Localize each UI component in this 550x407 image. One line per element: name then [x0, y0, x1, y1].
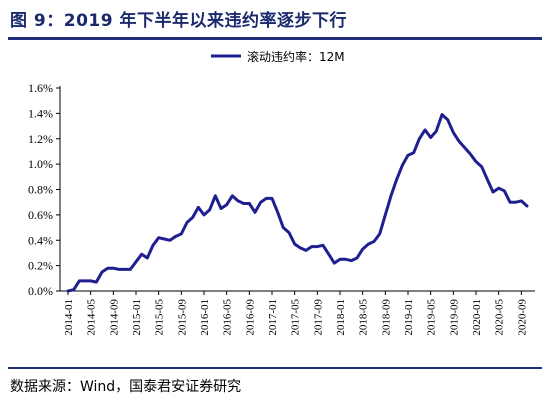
- y-tick-label: 1.0%: [28, 157, 53, 171]
- x-tick-label: 2014-05: [86, 299, 98, 336]
- x-tick-label: 2019-05: [426, 299, 438, 336]
- x-tick-label: 2020-01: [471, 299, 483, 336]
- x-tick-label: 2014-01: [63, 299, 75, 336]
- series-line-rolling-default-rate: [66, 113, 529, 293]
- x-tick-label: 2016-09: [244, 299, 256, 336]
- y-tick-label: 0.8%: [28, 183, 53, 197]
- x-tick-label: 2020-05: [494, 299, 506, 336]
- title-rule: [8, 37, 542, 40]
- x-tick-label: 2018-01: [335, 299, 347, 336]
- x-tick-label: 2014-09: [108, 299, 120, 336]
- y-tick-label: 1.6%: [28, 81, 53, 95]
- y-tick-label: 0.0%: [28, 284, 53, 298]
- x-tick-label: 2019-01: [403, 299, 415, 336]
- source-rule: [8, 367, 542, 369]
- x-tick-label: 2018-05: [358, 299, 370, 336]
- y-tick-label: 1.4%: [28, 106, 53, 120]
- x-tick-label: 2016-05: [222, 299, 234, 336]
- plot-area: [66, 113, 529, 293]
- y-tick-label: 0.2%: [28, 259, 53, 273]
- x-tick-label: 2017-05: [290, 299, 302, 336]
- y-tick-label: 1.2%: [28, 132, 53, 146]
- x-tick-label: 2015-05: [154, 299, 166, 336]
- x-axis: 2014-01 2014-05 2014-09 2015-01 2015-05 2015-…: [60, 290, 535, 336]
- x-tick-label: 2018-09: [380, 299, 392, 336]
- x-tick-label: 2017-09: [312, 299, 324, 336]
- y-tick-label: 0.6%: [28, 208, 53, 222]
- y-tick-label: 0.4%: [28, 233, 53, 247]
- x-tick-label: 2020-09: [516, 299, 528, 336]
- y-axis: 0.0% 0.2% 0.4% 0.6% 0.8% 1.0% 1.2% 1.4% 1.6%: [28, 81, 61, 298]
- source-note: 数据来源：Wind，国泰君安证券研究: [10, 379, 242, 395]
- x-tick-label: 2016-01: [199, 299, 211, 336]
- legend: 滚动违约率：12M: [211, 49, 345, 64]
- x-tick-label: 2019-09: [448, 299, 460, 336]
- x-tick-label: 2015-01: [131, 299, 143, 336]
- x-tick-label: 2017-01: [267, 299, 279, 336]
- figure-title: 图 9：2019 年下半年以来违约率逐步下行: [10, 11, 347, 31]
- x-tick-label: 2015-09: [176, 299, 188, 336]
- legend-label: 滚动违约率：12M: [247, 49, 345, 64]
